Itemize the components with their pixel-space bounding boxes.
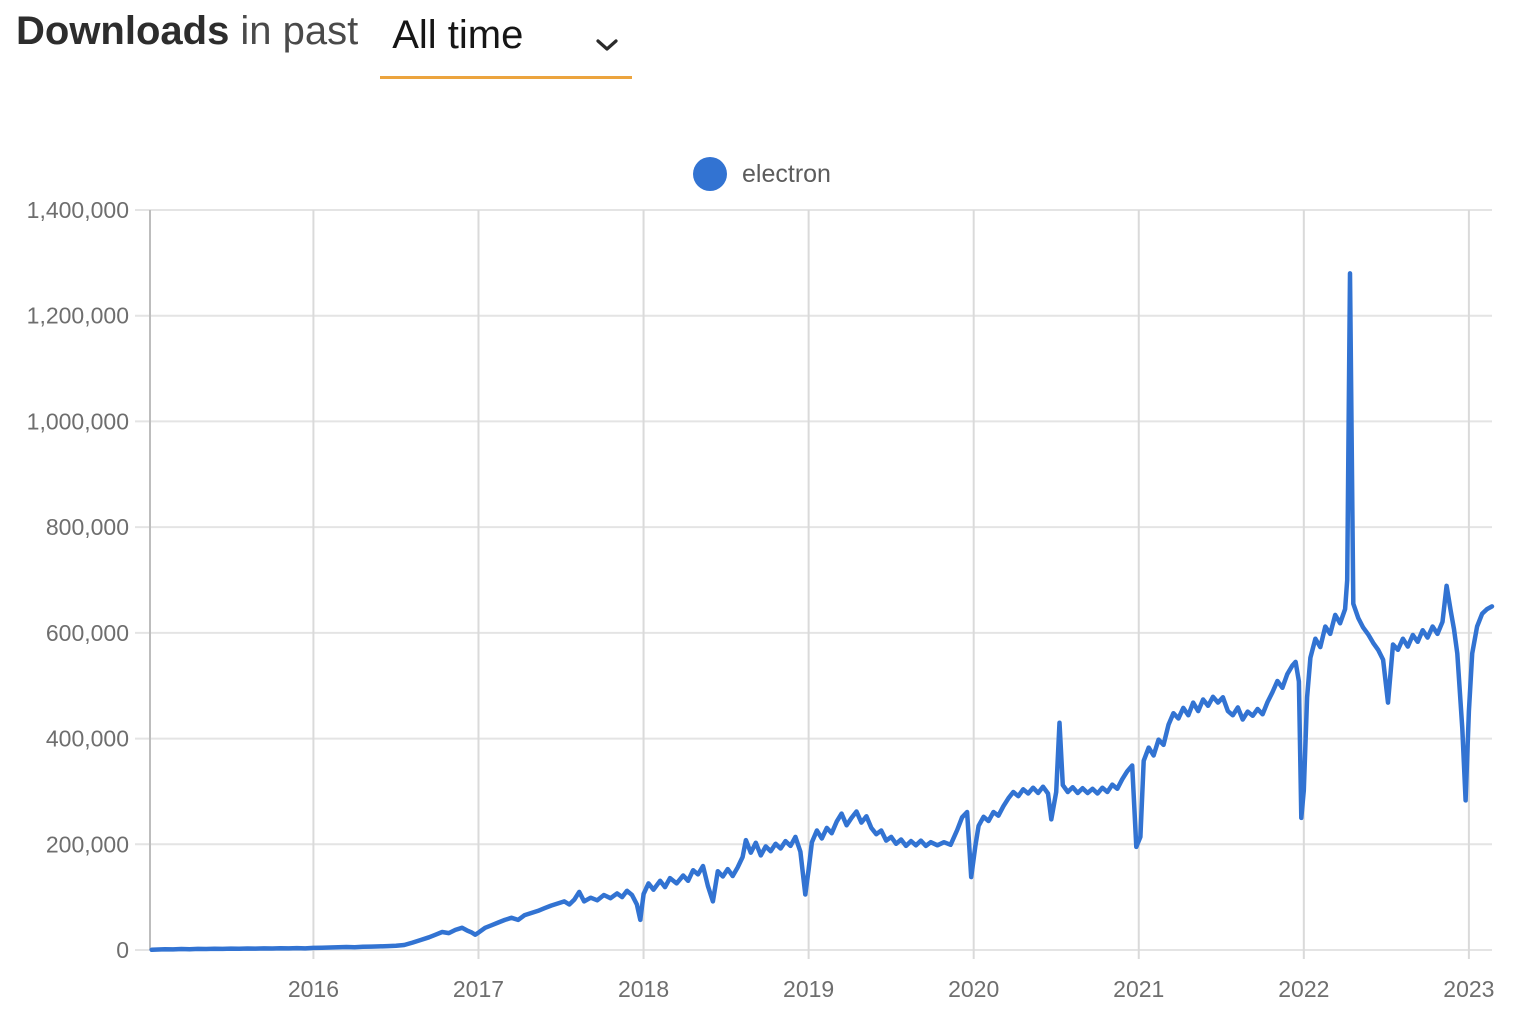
- title-in-past: in past: [240, 9, 359, 53]
- series-line-electron[interactable]: [149, 271, 1495, 953]
- chart-legend: electron: [0, 157, 1524, 191]
- time-range-select[interactable]: All time: [380, 6, 633, 79]
- x-tick-label: 2021: [1113, 976, 1164, 1002]
- title-downloads: Downloads: [16, 9, 230, 53]
- y-tick-label: 1,000,000: [27, 408, 129, 434]
- legend-item-electron[interactable]: electron: [693, 157, 831, 191]
- y-tick-label: 200,000: [46, 831, 129, 857]
- time-range-value: All time: [392, 13, 524, 57]
- x-tick-label: 2017: [453, 976, 504, 1002]
- y-tick-label: 800,000: [46, 514, 129, 540]
- x-tick-label: 2019: [783, 976, 834, 1002]
- y-tick-label: 0: [116, 937, 129, 963]
- legend-dot-icon: [693, 157, 728, 191]
- y-tick-label: 600,000: [46, 620, 129, 646]
- chevron-down-icon: [596, 14, 618, 64]
- x-tick-label: 2020: [948, 976, 999, 1002]
- page-title: Downloads in past All time: [16, 6, 633, 79]
- x-tick-label: 2018: [618, 976, 669, 1002]
- legend-label: electron: [742, 159, 831, 188]
- x-tick-label: 2022: [1278, 976, 1329, 1002]
- y-tick-label: 1,200,000: [27, 303, 129, 329]
- y-tick-label: 400,000: [46, 726, 129, 752]
- x-tick-label: 2016: [288, 976, 339, 1002]
- y-tick-label: 1,400,000: [27, 197, 129, 223]
- x-tick-label: 2023: [1443, 976, 1494, 1002]
